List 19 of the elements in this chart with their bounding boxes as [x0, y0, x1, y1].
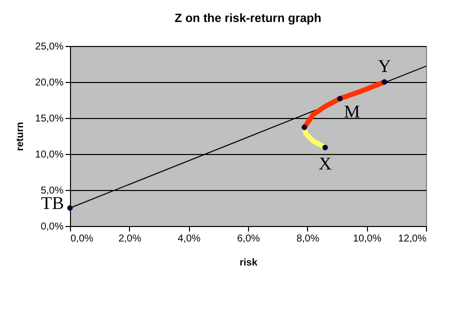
x-tick-label: 10,0% [352, 234, 382, 244]
y-tick-label: 0,0% [40, 222, 64, 232]
annotation: M [344, 102, 360, 122]
x-tick-label: 8,0% [296, 234, 320, 244]
annotation: X [318, 154, 332, 174]
x-tick-label: 6,0% [237, 234, 260, 244]
x-axis-title: risk [240, 258, 258, 268]
chart-title: Z on the risk-return graph [174, 11, 322, 25]
x-tick-label: 2,0% [118, 234, 142, 244]
y-tick-label: 15,0% [35, 114, 64, 124]
y-tick-label: 10,0% [35, 150, 64, 160]
y-tick-label: 25,0% [35, 42, 64, 52]
x-tick-label: 12,0% [398, 234, 427, 244]
y-tick-label: 20,0% [35, 78, 64, 88]
y-axis-title: return [15, 122, 26, 151]
annotation: Y [378, 56, 391, 76]
x-tick-label: 0,0% [70, 234, 94, 244]
x-tick-label: 4,0% [178, 234, 201, 244]
y-tick-label: 5,0% [40, 186, 64, 196]
